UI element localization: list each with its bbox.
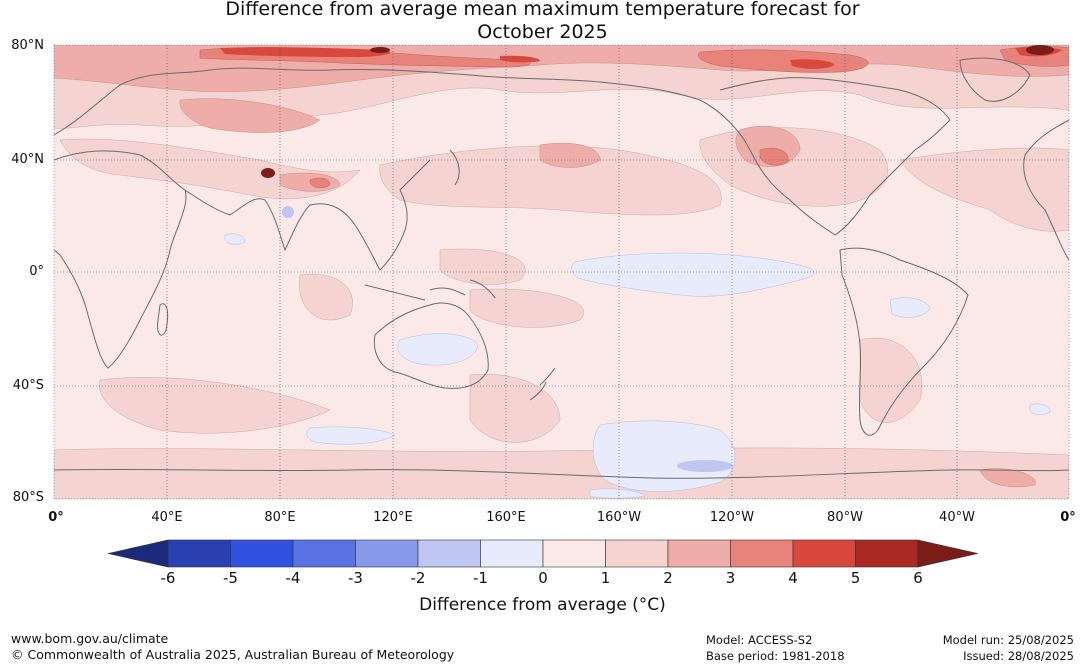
colorbar-tick-label: 2 <box>663 569 673 587</box>
colorbar-box <box>667 539 731 568</box>
footer-model: Model: ACCESS-S2 <box>706 633 813 647</box>
colorbar-box <box>480 539 544 568</box>
map-title-line-1: Difference from average mean maximum tem… <box>225 0 860 20</box>
map-title-line-2: October 2025 <box>477 21 608 43</box>
colorbar-box <box>792 539 856 568</box>
graticule <box>54 45 1069 499</box>
footer-base-period: Base period: 1981-2018 <box>706 649 845 663</box>
coastlines <box>54 57 1069 479</box>
colorbar-box <box>355 539 419 568</box>
colorbar-box <box>417 539 481 568</box>
footer-issued: Issued: 28/08/2025 <box>963 649 1074 663</box>
colorbar-tick-label: 6 <box>913 569 923 587</box>
colorbar-box <box>230 539 294 568</box>
lat-label-80s: 80°S <box>12 490 44 505</box>
lon-label-0-right: 0° <box>1060 510 1076 525</box>
lat-label-40n: 40°N <box>11 152 44 167</box>
lon-label-120w: 120°W <box>709 510 755 525</box>
colorbar-tick-label: 5 <box>850 569 861 587</box>
colorbar-label: Difference from average (°C) <box>419 595 666 615</box>
colorbar-box <box>167 539 231 568</box>
lat-label-40s: 40°S <box>12 378 44 393</box>
colorbar <box>107 539 979 568</box>
colorbar-tick-label: -4 <box>285 569 301 587</box>
anomaly-contours <box>54 45 1069 499</box>
lat-label-80n: 80°N <box>11 38 44 53</box>
colorbar-tick-label: 1 <box>600 569 611 587</box>
colorbar-box <box>605 539 669 568</box>
colorbar-tick-label: -2 <box>410 569 426 587</box>
footer-copyright: © Commonwealth of Australia 2025, Austra… <box>11 647 455 662</box>
lon-label-0-left: 0° <box>48 510 64 525</box>
lon-label-40e: 40°E <box>151 510 183 525</box>
colorbar-tick-label: -6 <box>160 569 176 587</box>
colorbar-tick-label: -3 <box>348 569 363 587</box>
footer-website: www.bom.gov.au/climate <box>11 631 169 646</box>
lon-label-120e: 120°E <box>373 510 413 525</box>
lon-label-40w: 40°W <box>939 510 975 525</box>
map-frame <box>53 44 1070 500</box>
footer-model-run: Model run: 25/08/2025 <box>942 633 1074 647</box>
colorbar-extend-high <box>917 539 979 568</box>
colorbar-box <box>855 539 919 568</box>
colorbar-extend-low <box>107 539 169 568</box>
colorbar-box <box>542 539 606 568</box>
lon-label-80w: 80°W <box>827 510 863 525</box>
colorbar-tick-label: -5 <box>223 569 238 587</box>
lat-label-equator: 0° <box>29 264 44 279</box>
colorbar-tick-label: 4 <box>788 569 798 587</box>
lon-label-160w: 160°W <box>596 510 642 525</box>
lon-label-160e: 160°E <box>486 510 526 525</box>
colorbar-box <box>730 539 794 568</box>
colorbar-tick-label: 3 <box>725 569 736 587</box>
colorbar-tick-label: 0 <box>538 569 548 587</box>
lon-label-80e: 80°E <box>264 510 296 525</box>
colorbar-box <box>292 539 356 568</box>
colorbar-tick-label: -1 <box>473 569 488 587</box>
